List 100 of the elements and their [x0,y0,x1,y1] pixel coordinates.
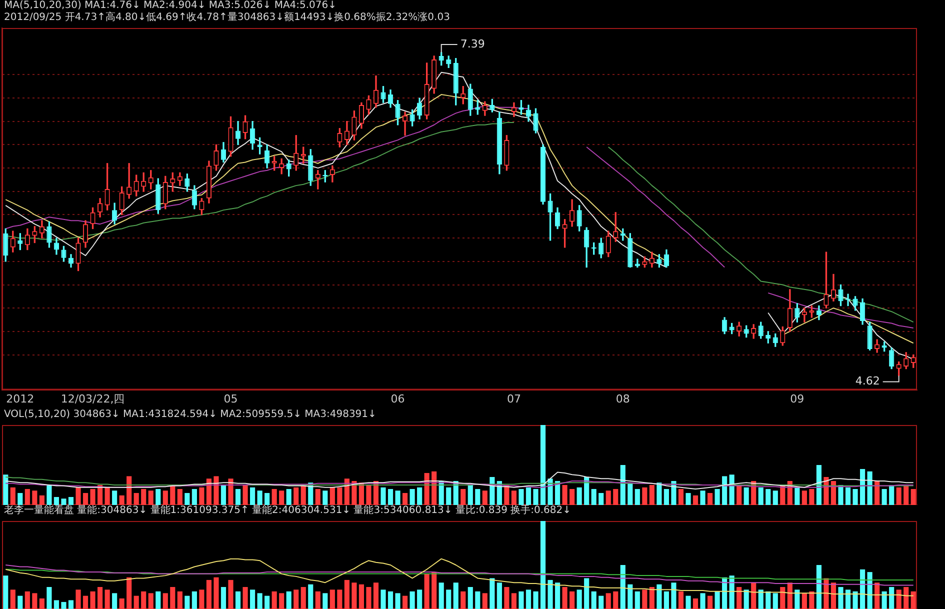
bar [816,565,822,609]
bar [242,587,248,609]
bar [432,572,437,609]
bar [584,578,590,609]
bar [279,593,284,609]
bar [744,590,749,609]
bar [18,596,23,609]
bar [235,591,241,609]
bar [242,485,248,505]
bar [482,593,488,609]
bar [838,587,844,609]
bar [620,465,626,505]
bar [104,590,110,609]
bar [308,584,314,609]
bar [867,471,872,505]
bar [475,489,480,505]
bar [576,487,582,505]
bar [744,487,749,505]
bar [170,485,176,505]
bar [97,587,103,609]
bar [511,490,517,505]
bar [707,596,713,609]
bar [257,593,262,609]
bar [358,482,364,505]
bar [214,577,219,609]
bar [18,493,23,505]
bar [904,587,909,609]
bar [845,590,851,609]
bar [598,493,604,505]
bar [496,582,502,609]
bar [460,489,466,505]
bar [809,489,814,505]
bar [177,591,182,609]
bar [300,485,306,505]
bar [860,469,866,505]
bar [90,591,96,609]
bar [620,565,626,609]
x-tick-label: 12/03/22,四 [60,392,125,406]
bar [257,490,262,505]
bar [184,493,190,505]
bar [526,590,532,609]
bar [402,493,408,505]
bar [794,487,800,505]
bar [830,481,836,505]
bar [772,490,778,505]
bar [540,521,546,609]
bar [540,425,546,505]
bar [729,474,734,505]
bar [410,591,415,609]
bar [692,495,698,505]
bar [787,582,792,609]
bar [294,487,299,505]
bar [156,489,161,505]
bar [453,582,458,609]
bar [250,590,256,609]
bar [628,584,633,609]
bar [337,487,342,505]
bar [562,587,568,609]
bar [61,602,66,609]
bar [286,489,292,505]
bar [206,580,212,609]
bar [598,596,604,609]
bar [294,590,299,609]
bar [845,487,851,505]
x-tick-label: 05 [224,392,238,406]
annotation: 4.62 [855,374,880,388]
bar [148,593,154,609]
x-tick-label: 2012 [6,392,34,406]
bar [882,591,887,609]
bar [664,489,670,505]
bar [576,590,582,609]
bar [3,576,8,609]
bar [330,590,335,609]
bar [809,591,814,609]
bar [802,490,807,505]
bar [402,596,408,609]
bar [860,569,866,609]
bar [199,590,204,609]
bar [134,596,139,609]
bar [751,582,756,609]
bar [32,490,38,505]
bar [562,485,568,505]
bar [766,591,771,609]
bar [896,487,902,505]
bar [722,476,728,505]
bar [119,495,124,505]
bar [148,490,154,505]
bar [199,487,204,505]
bar [882,489,887,505]
bar [889,485,894,505]
bar [606,593,611,609]
bar [634,591,640,609]
bar [279,490,284,505]
bar [482,490,488,505]
bar [490,578,495,609]
bar [228,478,234,505]
bar [395,593,400,609]
bar [39,495,44,505]
bar [315,591,320,609]
bar [736,485,742,505]
